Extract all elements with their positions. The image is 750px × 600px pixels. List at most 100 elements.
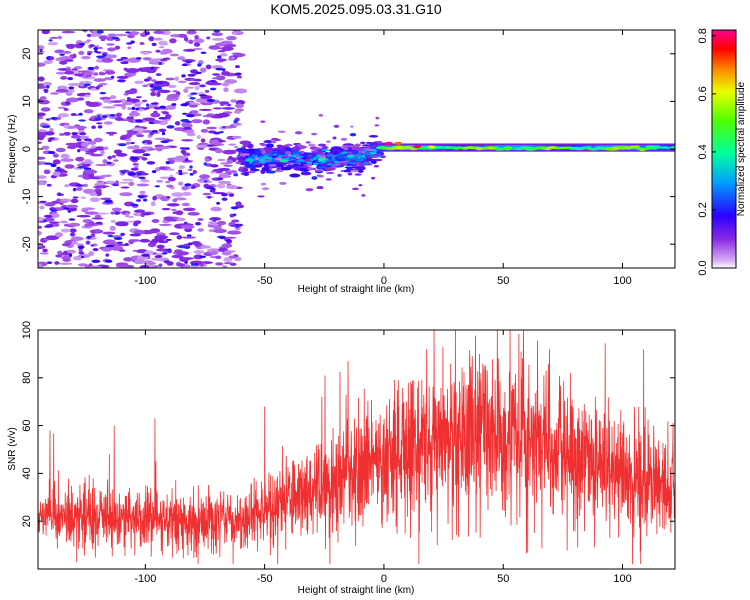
spectrogram-cell	[113, 159, 119, 162]
spectrogram-cell	[141, 51, 150, 55]
spectrogram-cell	[270, 161, 277, 165]
spectrogram-cell	[288, 153, 292, 157]
spectrogram-cell	[224, 170, 232, 174]
spectrogram-cell	[326, 140, 331, 143]
spectrogram-cell	[100, 150, 105, 155]
spectrogram-cell	[43, 60, 53, 65]
spectrogram-cell	[78, 50, 85, 56]
spectrogram-x-tick-label: 100	[613, 275, 631, 287]
spectrogram-cell	[212, 225, 222, 230]
spectrogram-cell	[157, 89, 171, 94]
spectrogram-cell	[89, 197, 101, 203]
spectrogram-cell	[200, 128, 209, 133]
spectrogram-cell	[54, 232, 63, 238]
spectrogram-cell	[124, 89, 138, 95]
spectrogram-cell	[633, 145, 640, 148]
spectrogram-cell	[191, 119, 203, 124]
spectrogram-cell	[166, 196, 170, 199]
spectrogram-cell	[294, 156, 301, 159]
spectrogram-cell	[200, 51, 207, 54]
spectrogram-cell	[41, 125, 51, 129]
spectrogram-cell	[77, 245, 85, 249]
spectrogram-cell	[317, 143, 327, 147]
snr-x-ticks: -100 -50 0 50 100	[134, 330, 632, 585]
spectrogram-cell	[114, 212, 120, 215]
spectrogram-cell	[304, 158, 311, 162]
spectrogram-cell	[123, 257, 133, 262]
spectrogram-cell	[155, 248, 170, 252]
spectrogram-cell	[142, 198, 148, 202]
spectrogram-cell	[202, 119, 211, 125]
spectrogram-cell	[193, 42, 201, 47]
spectrogram-cell	[131, 127, 144, 132]
colorbar-tick-label: 0.6	[697, 86, 709, 101]
spectrogram-cell	[165, 180, 171, 184]
spectrogram-cell	[218, 101, 230, 105]
spectrogram-cell	[152, 37, 163, 41]
spectrogram-cell	[60, 153, 70, 159]
spectrogram-cell	[239, 166, 244, 170]
spectrogram-cell	[81, 161, 94, 165]
spectrogram-cell	[95, 122, 103, 125]
spectrogram-cell	[150, 84, 154, 88]
spectrogram-cell	[276, 166, 281, 171]
spectrogram-cell	[263, 140, 274, 144]
spectrogram-cell	[39, 48, 43, 53]
spectrogram-cell	[82, 188, 96, 194]
spectrogram-cell	[307, 154, 313, 157]
spectrogram-cell	[65, 66, 71, 70]
spectrogram-cell	[132, 249, 138, 253]
spectrogram-cell	[55, 147, 66, 153]
spectrogram-cell	[239, 153, 251, 156]
spectrogram-cell	[206, 36, 211, 40]
spectrogram-cell	[226, 35, 237, 41]
spectrogram-cell	[221, 193, 228, 197]
spectrogram-cell	[87, 52, 92, 56]
spectrogram-cell	[349, 132, 357, 137]
spectrogram-cell	[167, 219, 177, 222]
spectrogram-cell	[318, 113, 323, 117]
spectrogram-cell	[291, 154, 297, 158]
spectrogram-cell	[184, 246, 191, 249]
spectrogram-cell	[165, 160, 171, 165]
spectrogram-cell	[228, 255, 237, 259]
spectrogram-cell	[154, 255, 163, 258]
spectrogram-cell	[203, 162, 208, 166]
spectrogram-cell	[251, 154, 257, 157]
spectrogram-cell	[139, 265, 150, 268]
spectrogram-cell	[283, 163, 287, 167]
spectrogram-cell	[97, 46, 104, 50]
spectrogram-cell	[206, 144, 216, 147]
spectrogram-cell	[99, 91, 107, 95]
spectrogram-cell	[128, 215, 134, 219]
spectrogram-cell	[83, 169, 98, 175]
spectrogram-cell	[213, 30, 220, 33]
spectrogram-cell	[102, 231, 116, 235]
spectrogram-cell	[260, 120, 266, 123]
spectrogram-cell	[135, 96, 142, 99]
spectrogram-cell	[171, 254, 184, 259]
spectrogram-cell	[208, 82, 222, 86]
spectrogram-cell	[186, 114, 195, 118]
spectrogram-cell	[46, 183, 52, 187]
spectrogram-y-tick-label: -20	[21, 236, 33, 252]
spectrogram-cell	[38, 85, 47, 89]
spectrogram-cell	[77, 149, 81, 153]
spectrogram-cell	[90, 233, 96, 238]
spectrogram-cell	[151, 219, 160, 223]
spectrogram-cell	[180, 224, 195, 229]
spectrogram-cell	[120, 61, 129, 65]
spectrogram-cell	[68, 253, 73, 258]
spectrogram-cell	[107, 33, 117, 38]
spectrogram-cell	[111, 207, 122, 212]
spectrogram-cell	[259, 158, 265, 162]
spectrogram-cell	[181, 139, 194, 142]
spectrogram-cell	[158, 117, 168, 120]
spectrogram-cell	[48, 39, 53, 42]
spectrogram-cell	[78, 119, 86, 122]
spectrogram-cell	[44, 131, 55, 136]
spectrogram-cell	[43, 169, 51, 175]
spectrogram-cell	[59, 200, 68, 204]
spectrogram-cell	[190, 185, 196, 190]
spectrogram-cell	[125, 68, 140, 74]
